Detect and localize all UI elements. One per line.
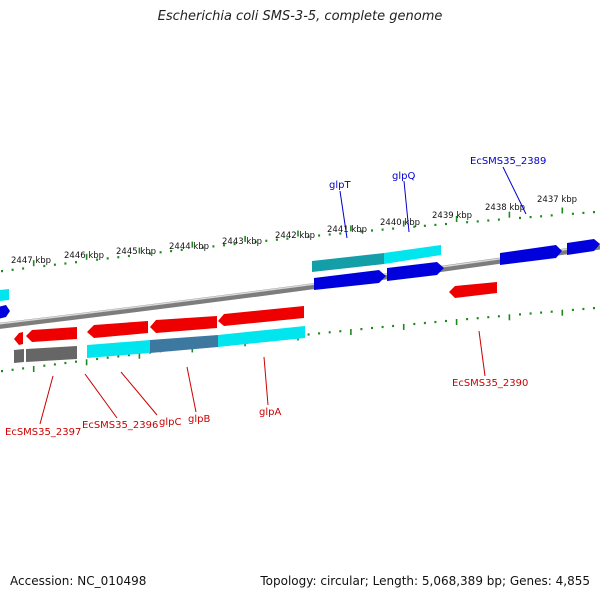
scale-label: 2442 kbp [275,231,315,241]
cds-bar-gray [26,346,77,362]
leader-glpT [339,190,348,239]
gene-arrow-fwd[interactable] [567,239,600,255]
gene-arrow-fwd[interactable] [387,262,444,281]
scale-label: 2440 kbp [380,218,420,228]
gene-label-EcSMS35_2396[interactable]: EcSMS35_2396 [82,420,158,431]
reverse-genes [14,282,497,345]
cds-bar-steel [150,335,218,353]
topology-label: Topology: circular; Length: 5,068,389 bp… [260,574,590,588]
scale-label: 2447 kbp [11,256,51,266]
gene-arrow-fwd[interactable] [0,305,10,319]
cds-bar-teal [312,253,384,272]
gene-arrow-fwd[interactable] [314,270,386,290]
forward-genes [0,239,600,319]
gene-label-glpT[interactable]: glpT [329,180,351,191]
leader-glpC [120,371,158,416]
gene-label-EcSMS35_2390[interactable]: EcSMS35_2390 [452,378,528,389]
gene-arrow-rev[interactable] [449,282,497,298]
genome-title: Escherichia coli SMS-3-5, complete genom… [157,9,443,24]
scale-labels: 2447 kbp 2446 kbp 2445 kbp 2444 kbp 2443… [11,195,577,266]
gene-label-glpA[interactable]: glpA [259,407,281,418]
gene-arrow-rev[interactable] [87,321,148,338]
gene-arrow-rev[interactable] [218,306,304,326]
reverse-cds [14,326,305,363]
scale-ticks-upper [1,207,595,273]
cds-bar-cyan [0,289,9,301]
scale-label: 2446 kbp [64,251,104,261]
cds-bar-gray [14,349,24,363]
scale-label: 2438 kbp [485,203,525,213]
scale-label: 2439 kbp [432,211,472,221]
leader-EcSMS35_2389 [502,166,527,215]
scale-label: 2441 kbp [327,225,367,235]
cds-bar-cyan [384,245,441,264]
gene-labels: glpT glpQ EcSMS35_2389 EcSMS35_2397 EcSM… [5,156,546,438]
gene-label-glpQ[interactable]: glpQ [392,171,415,182]
gene-label-EcSMS35_2389[interactable]: EcSMS35_2389 [470,156,546,167]
scale-label: 2437 kbp [537,195,577,205]
scale-label: 2445 kbp [116,247,156,257]
gene-label-EcSMS35_2397[interactable]: EcSMS35_2397 [5,427,81,438]
gene-arrow-rev[interactable] [26,327,77,342]
accession-label: Accession: NC_010498 [10,574,147,588]
leader-glpA [263,356,269,406]
leader-EcSMS35_2397 [39,375,54,425]
cds-bar-cyan [218,326,305,347]
leader-glpQ [403,180,410,233]
forward-cds [0,245,441,301]
leader-glpB [186,366,197,413]
leader-EcSMS35_2390 [478,330,486,377]
gene-arrow-rev[interactable] [150,316,217,333]
label-leaders [39,166,527,425]
scale-label: 2443 kbp [222,237,262,247]
gene-label-glpB[interactable]: glpB [188,414,210,425]
gene-label-glpC[interactable]: glpC [159,417,181,428]
scale-label: 2444 kbp [169,242,209,252]
cds-bar-cyan [87,340,150,358]
gene-arrow-rev[interactable] [14,332,23,345]
leader-EcSMS35_2396 [84,373,118,419]
gene-arrow-fwd[interactable] [500,245,562,265]
